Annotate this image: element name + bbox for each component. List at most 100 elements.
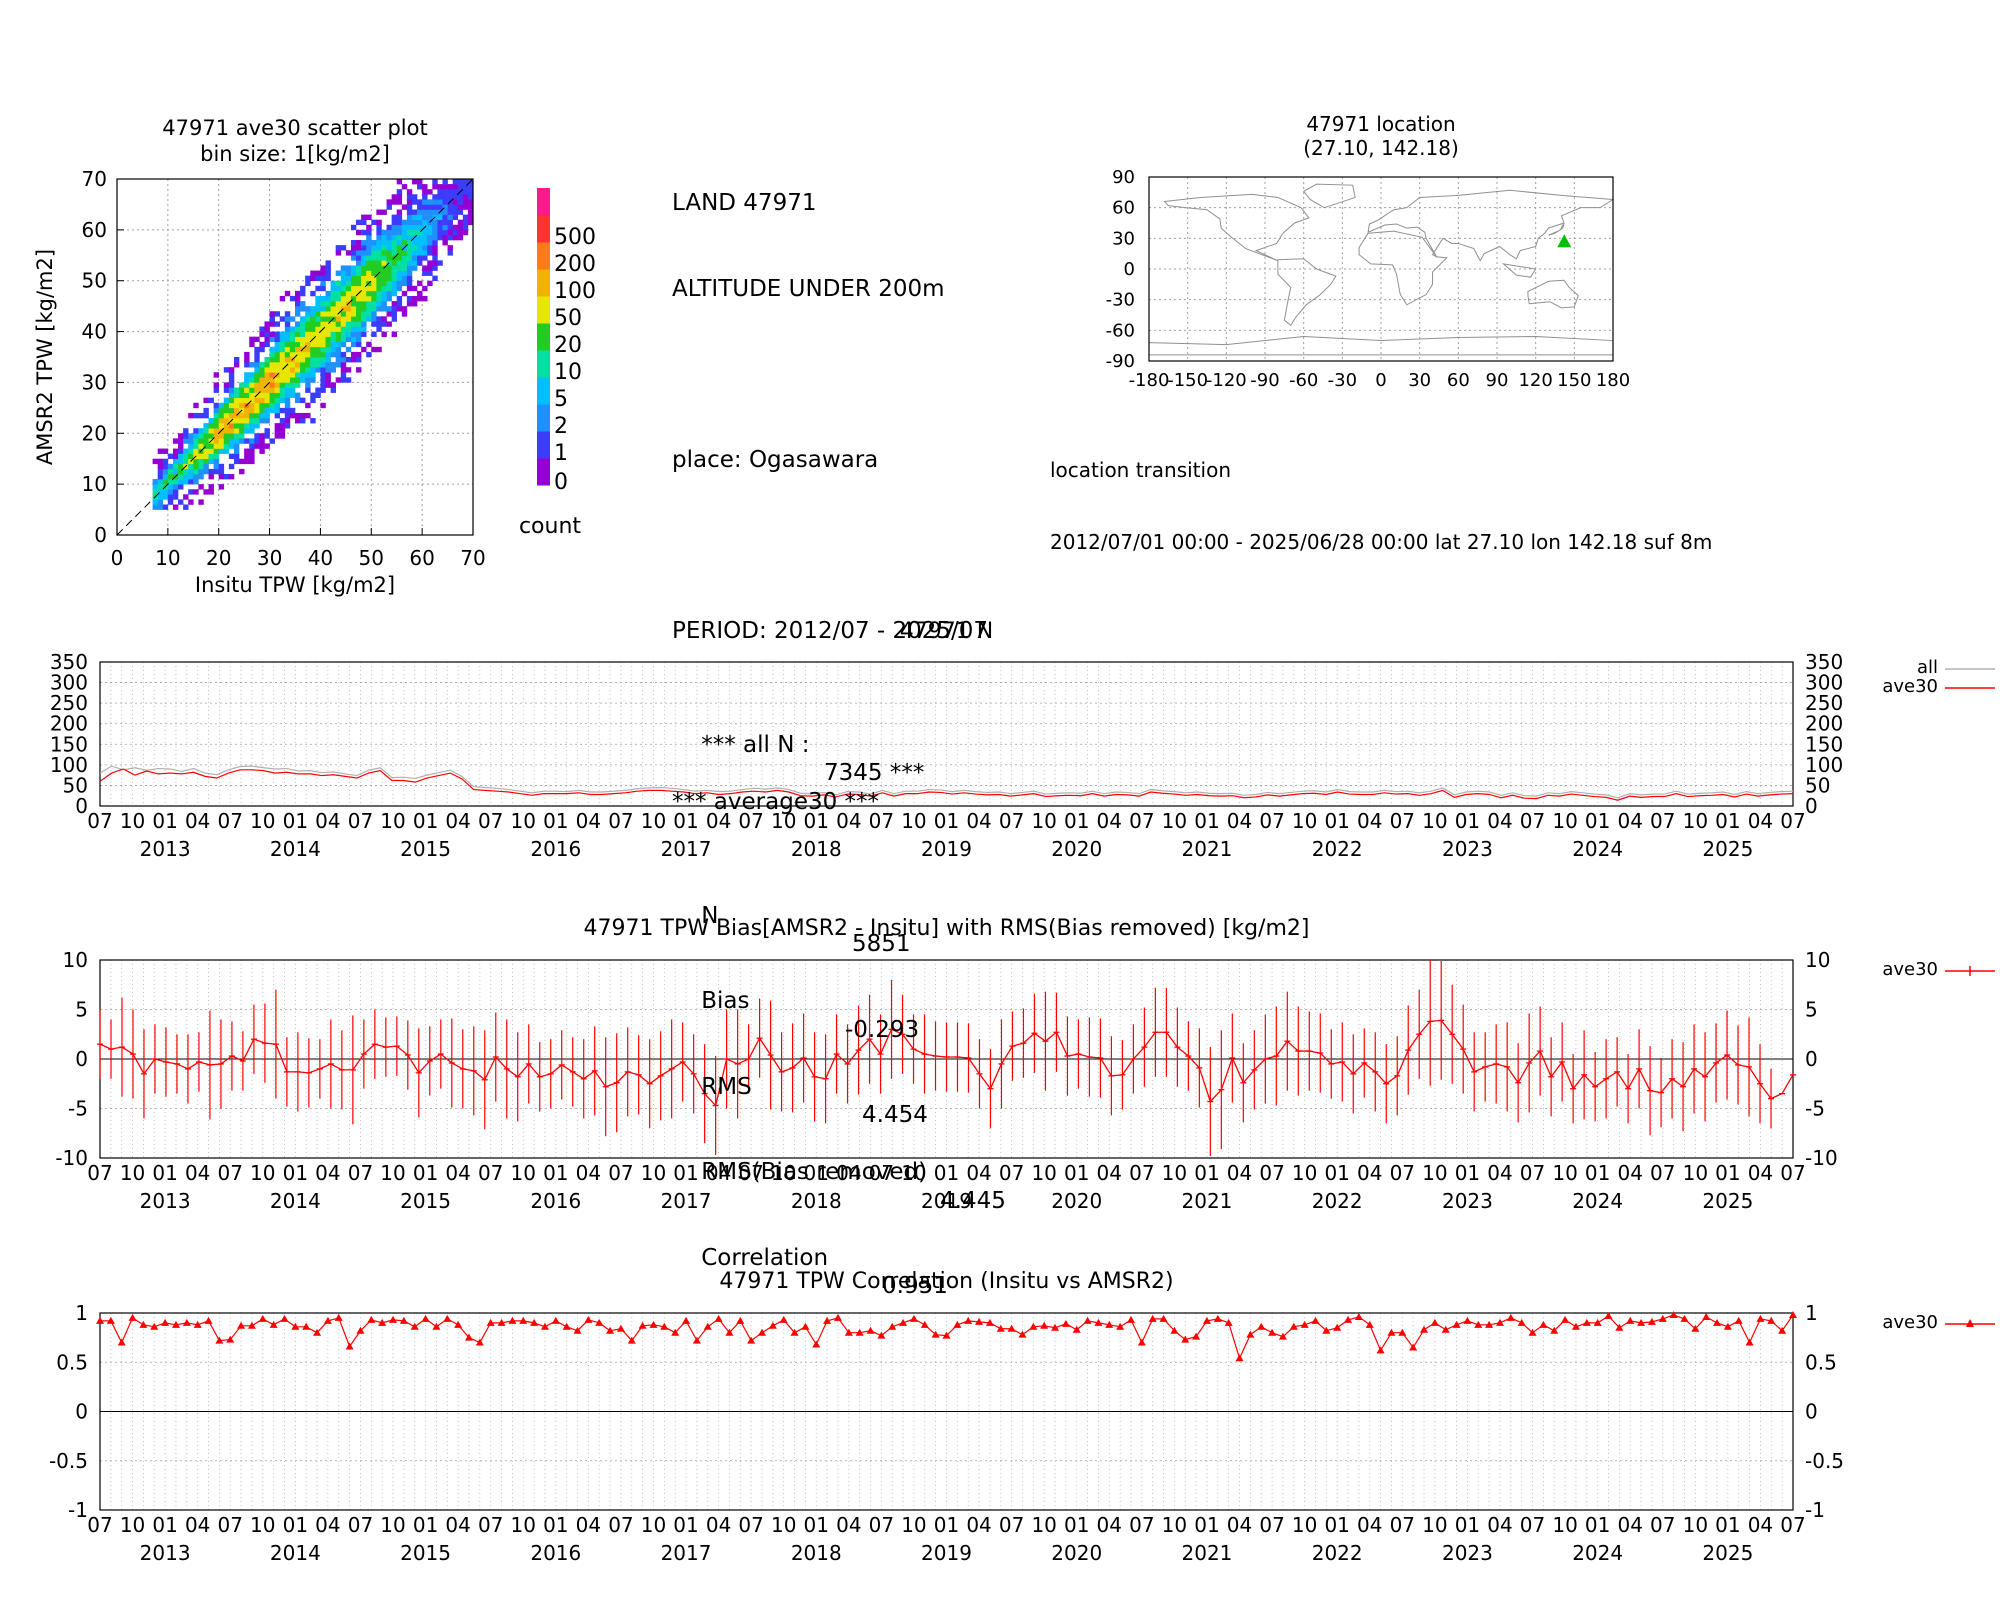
scatter-cell [432, 275, 438, 282]
scatter-cell [193, 402, 199, 409]
scatter-cell [239, 458, 245, 465]
ts-month-label: 01 [804, 1161, 829, 1185]
scatter-cell [366, 214, 372, 220]
ts-month-label: 01 [543, 1161, 568, 1185]
ts-month-label: 04 [1227, 1513, 1252, 1537]
corr-point [323, 1316, 332, 1324]
corr-point [128, 1313, 137, 1321]
scatter-cell [254, 336, 260, 343]
ts-ytick-label-right: 300 [1805, 671, 1843, 695]
scatter-cell [391, 229, 398, 236]
scatter-cell [406, 255, 413, 261]
scatter-cell [462, 179, 469, 185]
scatter-cell [244, 458, 250, 465]
ts-month-label: 10 [1292, 1513, 1317, 1537]
scatter-cell [274, 412, 281, 419]
ts-month-label: 10 [1292, 809, 1317, 833]
ts-month-label: 10 [901, 1513, 926, 1537]
scatter-cell [300, 326, 306, 332]
scatter-cell [284, 321, 291, 327]
scatter-cell [356, 270, 362, 276]
scatter-cell [183, 448, 189, 454]
scatter-cell [228, 367, 235, 373]
scatter-cell [422, 255, 428, 261]
stats-row-label: N [701, 902, 719, 929]
scatter-cell [295, 306, 301, 312]
corr-point [1463, 1316, 1472, 1324]
scatter-cell [320, 367, 326, 373]
scatter-cell [305, 316, 311, 322]
corr-point [1713, 1318, 1722, 1326]
ts-month-label: 04 [966, 809, 991, 833]
scatter-cell [340, 321, 347, 327]
ts-month-label: 01 [152, 1161, 177, 1185]
scatter-cell [284, 316, 291, 322]
ts-ytick-label-right: 50 [1805, 773, 1830, 797]
ts-ytick-label-right: 0 [1805, 794, 1818, 818]
scatter-cell [259, 418, 265, 424]
scatter-cell [279, 377, 286, 383]
scatter-cell [417, 229, 423, 236]
scatter-cell [330, 326, 336, 332]
scatter-cell [361, 306, 367, 312]
ts-month-label: 10 [641, 809, 666, 833]
corr-point [790, 1328, 799, 1336]
scatter-cell [417, 280, 423, 287]
corr-point [931, 1330, 940, 1338]
scatter-cell [371, 316, 377, 322]
ts-year-label: 2021 [1182, 1541, 1233, 1565]
scatter-cell [396, 199, 403, 205]
scatter-cell [188, 468, 194, 475]
scatter-cell [284, 423, 291, 429]
scatter-cell [437, 260, 443, 266]
scatter-ytick-label: 70 [82, 167, 107, 191]
scatter-cell [300, 397, 306, 404]
corr-point [627, 1336, 636, 1344]
scatter-xtick-label: 40 [308, 546, 333, 570]
scatter-cell [340, 341, 347, 348]
scatter-cell [401, 250, 408, 256]
scatter-cell [254, 382, 260, 388]
ts-month-label: 07 [1129, 1513, 1154, 1537]
ts-month-label: 01 [804, 809, 829, 833]
scatter-cell [157, 489, 164, 495]
stats-place: place: Ogasawara [672, 446, 879, 473]
scatter-cell [361, 331, 367, 337]
scatter-cell [371, 285, 377, 292]
ts-year-label: 2013 [140, 837, 191, 861]
scatter-cell [356, 341, 362, 348]
scatter-cell [350, 245, 357, 251]
scatter-cell [305, 341, 311, 348]
ts-month-label: 10 [771, 1513, 796, 1537]
scatter-cell [376, 346, 382, 353]
scatter-cell [259, 331, 265, 337]
scatter-cell [381, 240, 387, 246]
ts-year-label: 2014 [270, 1541, 321, 1565]
scatter-cell [228, 443, 235, 449]
scatter-cell [254, 357, 260, 363]
stats-row-label: Bias [701, 988, 750, 1014]
scatter-cell [157, 473, 164, 480]
scatter-cell [340, 285, 347, 292]
scatter-cell [239, 412, 245, 419]
scatter-cell [193, 473, 199, 480]
scatter-cell [427, 229, 433, 236]
scatter-cell [244, 423, 250, 429]
corr-point [584, 1315, 593, 1323]
scatter-cell [213, 407, 220, 414]
scatter-cell [320, 351, 326, 358]
scatter-cell [417, 234, 423, 241]
timeseries-correlation: 47971 TPW Correlation (Insitu vs AMSR2)-… [49, 1269, 1995, 1565]
scatter-cell [401, 290, 408, 297]
scatter-cell [269, 316, 275, 322]
scatter-cell [381, 285, 387, 292]
ts-month-label: 04 [185, 1161, 210, 1185]
scatter-cell [371, 301, 377, 307]
scatter-cell [254, 387, 260, 393]
scatter-cell [193, 443, 199, 449]
scatter-cell [417, 290, 423, 297]
ts-ytick-label-right: -5 [1805, 1097, 1825, 1121]
ts-month-label: 07 [87, 1161, 112, 1185]
scatter-cell [335, 280, 342, 287]
scatter-cell [417, 209, 423, 215]
